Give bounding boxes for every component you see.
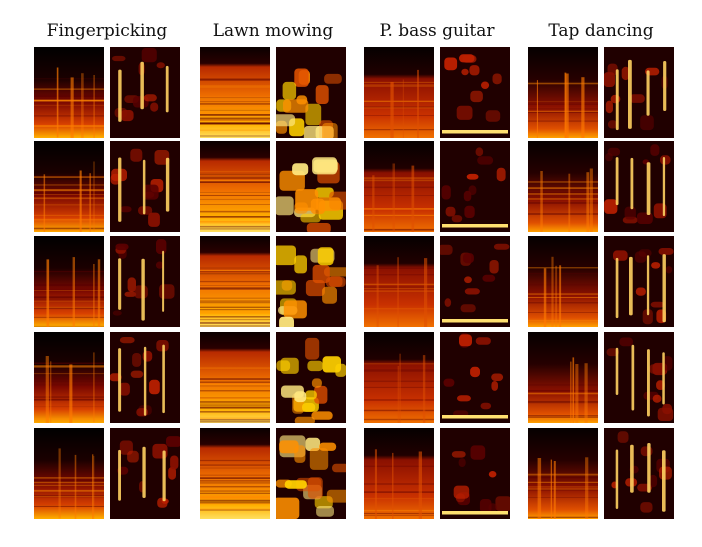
spectrogram-tile-lawn-row-4 bbox=[200, 332, 270, 423]
saliency-tile-tap-row-3 bbox=[604, 236, 674, 327]
saliency-tile-bass-row-5 bbox=[440, 428, 510, 519]
spectrogram-tile-fingerpicking-row-4 bbox=[34, 332, 104, 423]
column-title-lawn-mowing: Lawn mowing bbox=[212, 21, 334, 41]
saliency-tile-tap-row-1 bbox=[604, 47, 674, 138]
saliency-tile-bass-row-1 bbox=[440, 47, 510, 138]
spectrogram-tile-fingerpicking-row-1 bbox=[34, 47, 104, 138]
spectrogram-tile-fingerpicking-row-3 bbox=[34, 236, 104, 327]
spectrogram-tile-fingerpicking-row-5 bbox=[34, 428, 104, 519]
saliency-tile-tap-row-5 bbox=[604, 428, 674, 519]
spectrogram-tile-tap-row-4 bbox=[528, 332, 598, 423]
saliency-tile-fingerpicking-row-1 bbox=[110, 47, 180, 138]
saliency-tile-lawn-row-4 bbox=[276, 332, 346, 423]
spectrogram-tile-lawn-row-3 bbox=[200, 236, 270, 327]
saliency-tile-bass-row-3 bbox=[440, 236, 510, 327]
saliency-tile-lawn-row-5 bbox=[276, 428, 346, 519]
column-title-fingerpicking: Fingerpicking bbox=[46, 21, 168, 41]
saliency-tile-fingerpicking-row-2 bbox=[110, 141, 180, 232]
spectrogram-tile-bass-row-3 bbox=[364, 236, 434, 327]
spectrogram-tile-fingerpicking-row-2 bbox=[34, 141, 104, 232]
saliency-tile-bass-row-4 bbox=[440, 332, 510, 423]
column-title-tap-dancing: Tap dancing bbox=[548, 21, 654, 41]
saliency-tile-bass-row-2 bbox=[440, 141, 510, 232]
spectrogram-tile-lawn-row-5 bbox=[200, 428, 270, 519]
spectrogram-tile-lawn-row-1 bbox=[200, 47, 270, 138]
saliency-tile-fingerpicking-row-3 bbox=[110, 236, 180, 327]
spectrogram-tile-tap-row-2 bbox=[528, 141, 598, 232]
spectrogram-tile-tap-row-3 bbox=[528, 236, 598, 327]
spectrogram-tile-bass-row-2 bbox=[364, 141, 434, 232]
spectrogram-tile-tap-row-1 bbox=[528, 47, 598, 138]
spectrogram-tile-bass-row-1 bbox=[364, 47, 434, 138]
spectrogram-tile-bass-row-4 bbox=[364, 332, 434, 423]
saliency-tile-lawn-row-3 bbox=[276, 236, 346, 327]
saliency-tile-lawn-row-1 bbox=[276, 47, 346, 138]
spectrogram-tile-tap-row-5 bbox=[528, 428, 598, 519]
saliency-tile-lawn-row-2 bbox=[276, 141, 346, 232]
spectrogram-tile-lawn-row-2 bbox=[200, 141, 270, 232]
saliency-tile-fingerpicking-row-4 bbox=[110, 332, 180, 423]
spectrogram-tile-bass-row-5 bbox=[364, 428, 434, 519]
column-title-p-bass-guitar: P. bass guitar bbox=[379, 21, 495, 41]
saliency-tile-tap-row-2 bbox=[604, 141, 674, 232]
saliency-tile-fingerpicking-row-5 bbox=[110, 428, 180, 519]
saliency-tile-tap-row-4 bbox=[604, 332, 674, 423]
